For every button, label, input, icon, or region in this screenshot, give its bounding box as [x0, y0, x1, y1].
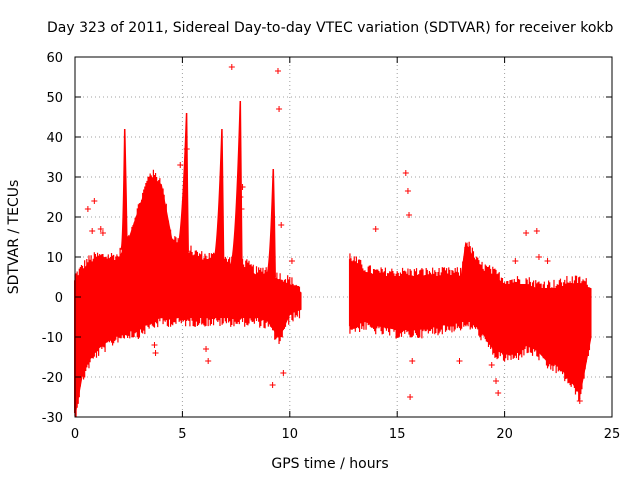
- x-tick-label: 5: [178, 427, 186, 442]
- data-point: [535, 254, 542, 260]
- data-spike: [175, 112, 189, 253]
- data-point: [280, 370, 287, 376]
- data-point: [91, 198, 98, 204]
- data-point: [372, 226, 379, 232]
- grid-lines: [75, 57, 612, 417]
- data-point: [162, 310, 169, 316]
- x-tick-label: 0: [71, 427, 79, 442]
- data-point: [205, 358, 212, 364]
- y-tick-label: 0: [55, 291, 63, 306]
- data-point: [153, 242, 160, 248]
- data-point: [183, 146, 190, 152]
- data-marks: [74, 64, 592, 417]
- y-tick-label: 60: [46, 51, 63, 66]
- data-point: [404, 188, 411, 194]
- data-point: [157, 298, 164, 304]
- x-tick-label: 20: [496, 427, 513, 442]
- chart-title: Day 323 of 2011, Sidereal Day-to-day VTE…: [47, 20, 614, 36]
- x-tick-label: 15: [389, 427, 406, 442]
- data-point: [84, 206, 91, 212]
- data-point: [409, 358, 416, 364]
- data-point: [456, 358, 463, 364]
- data-point: [152, 350, 159, 356]
- y-tick-label: 40: [46, 131, 63, 146]
- data-point: [237, 194, 244, 200]
- x-axis-label: GPS time / hours: [271, 456, 389, 472]
- x-tick-label: 10: [282, 427, 299, 442]
- data-point: [533, 228, 540, 234]
- data-point: [406, 212, 413, 218]
- band-2-edge: [349, 241, 591, 401]
- y-tick-label: 30: [46, 171, 63, 186]
- data-point: [495, 390, 502, 396]
- x-tick-label: 25: [604, 427, 621, 442]
- data-point: [89, 228, 96, 234]
- data-point: [278, 222, 285, 228]
- data-point: [288, 258, 295, 264]
- y-tick-label: 50: [46, 91, 63, 106]
- data-point: [274, 68, 281, 74]
- data-point: [203, 346, 210, 352]
- plot-border: [74, 56, 613, 418]
- data-point: [566, 370, 573, 376]
- axis-ticks: 0 5 10 15 20 25 -30 -20 -10 0 10 20 30 40 50 60: [42, 51, 621, 442]
- y-tick-label: -30: [42, 411, 63, 426]
- data-point: [177, 162, 184, 168]
- data-point: [99, 230, 106, 236]
- data-point: [512, 258, 519, 264]
- data-point: [402, 170, 409, 176]
- data-point: [407, 394, 414, 400]
- data-point: [544, 258, 551, 264]
- y-tick-label: 10: [46, 251, 63, 266]
- data-point: [97, 226, 104, 232]
- y-tick-label: -20: [42, 371, 63, 386]
- data-point: [155, 270, 162, 276]
- data-point: [239, 184, 246, 190]
- data-spike: [229, 100, 243, 267]
- data-point: [151, 342, 158, 348]
- plot-frame: [74, 56, 613, 418]
- data-spike: [212, 128, 225, 265]
- data-point: [228, 64, 235, 70]
- data-spike: [119, 128, 128, 250]
- data-point: [488, 362, 495, 368]
- data-spike: [265, 168, 276, 277]
- data-point: [269, 382, 276, 388]
- data-point: [238, 206, 245, 212]
- y-tick-label: 20: [46, 211, 63, 226]
- data-point: [276, 106, 283, 112]
- data-point: [523, 230, 530, 236]
- data-point: [493, 378, 500, 384]
- data-band-2: [348, 241, 592, 396]
- y-tick-label: -10: [42, 331, 63, 346]
- data-point: [576, 398, 583, 404]
